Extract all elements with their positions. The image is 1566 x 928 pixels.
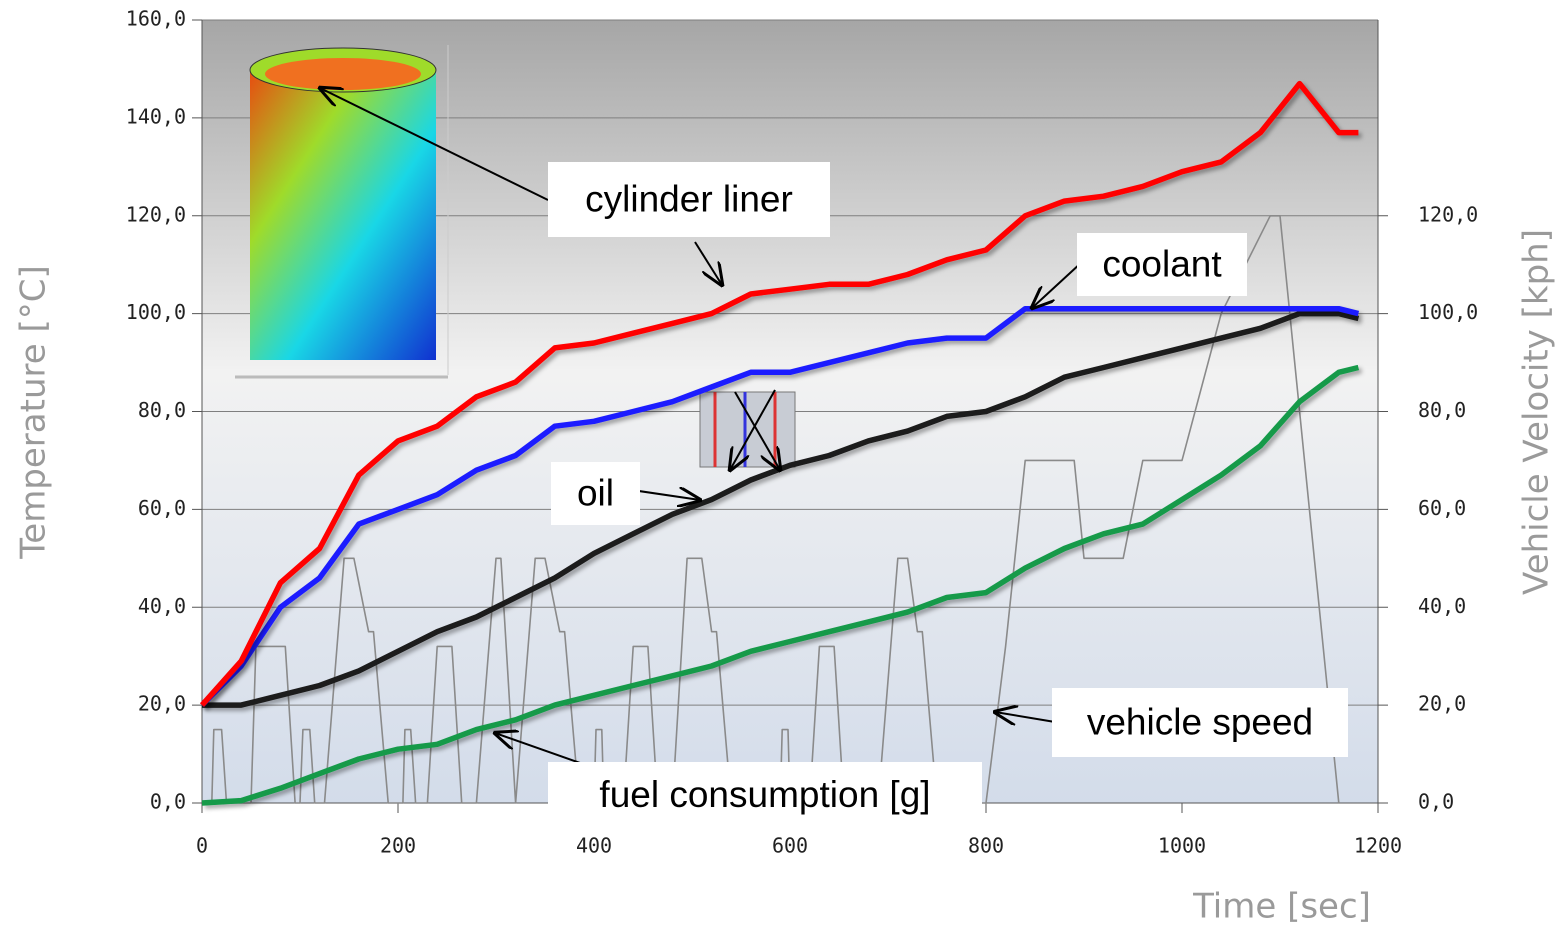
y-tick-label: 80,0 — [138, 398, 186, 422]
y2-tick-label: 120,0 — [1418, 202, 1478, 226]
y-tick-label: 160,0 — [126, 7, 186, 31]
y2-tick-label: 40,0 — [1418, 594, 1466, 618]
x-tick-label: 0 — [196, 834, 208, 858]
y-tick-label: 20,0 — [138, 692, 186, 716]
y2-tick-label: 20,0 — [1418, 692, 1466, 716]
y-tick-label: 140,0 — [126, 104, 186, 128]
y2-tick-label: 60,0 — [1418, 496, 1466, 520]
y2-tick-label: 80,0 — [1418, 398, 1466, 422]
annotation-label: vehicle speed — [1087, 701, 1313, 742]
y2-tick-label: 100,0 — [1418, 300, 1478, 324]
cylinder-inset — [235, 45, 448, 377]
y-tick-label: 40,0 — [138, 594, 186, 618]
x-tick-label: 600 — [772, 834, 808, 858]
annotation-label: cylinder liner — [585, 178, 793, 219]
y-tick-label: 120,0 — [126, 202, 186, 226]
x-axis-title: Time [sec] — [1192, 887, 1371, 927]
y2-tick-label: 0,0 — [1418, 790, 1454, 814]
chart: cylinder liner coolant oil fuel consumption… — [0, 0, 1566, 928]
y2-axis-title: Vehicle Velocity [kph] — [1517, 229, 1557, 595]
annotation-label: oil — [577, 472, 614, 513]
x-tick-label: 1200 — [1354, 834, 1402, 858]
annotation-label: coolant — [1102, 243, 1222, 284]
radiator-inset — [700, 392, 795, 467]
annotation-label: fuel consumption [g] — [599, 774, 930, 815]
y-tick-label: 100,0 — [126, 300, 186, 324]
y-tick-label: 60,0 — [138, 496, 186, 520]
x-tick-label: 1000 — [1158, 834, 1206, 858]
x-tick-label: 800 — [968, 834, 1004, 858]
y-axis-title: Temperature [°C] — [14, 265, 54, 559]
y-tick-label: 0,0 — [150, 790, 186, 814]
x-tick-label: 400 — [576, 834, 612, 858]
x-tick-label: 200 — [380, 834, 416, 858]
